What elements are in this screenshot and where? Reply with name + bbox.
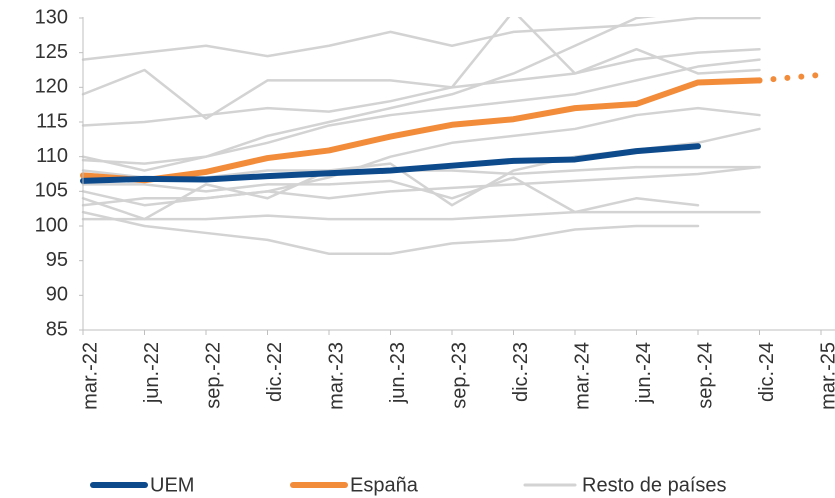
plot-area: [80, 17, 824, 255]
other-line: [81, 58, 761, 165]
y-tick-label: 85: [46, 318, 68, 340]
y-tick-label: 110: [36, 145, 68, 167]
other-line: [81, 17, 761, 120]
x-tick-label: jun.-23: [387, 342, 409, 404]
other-line: [81, 210, 700, 255]
x-tick-label: mar.-25: [817, 342, 835, 410]
x-tick-label: dic.-22: [264, 342, 286, 402]
x-tick-label: jun.-22: [141, 342, 163, 404]
y-tick-label: 115: [36, 110, 68, 132]
other-line: [81, 210, 761, 221]
y-tick-label: 125: [35, 41, 68, 63]
other-line: [81, 47, 761, 127]
y-tick-label: 100: [35, 214, 68, 236]
x-tick-label: dic.-23: [510, 342, 532, 402]
legend-label: Resto de países: [582, 474, 727, 496]
x-tick-label: mar.-23: [325, 342, 347, 410]
legend-label: UEM: [150, 474, 194, 496]
series-line: [80, 143, 701, 184]
series-forecast: [756, 71, 824, 84]
series-line: [80, 77, 763, 184]
x-tick-label: mar.-24: [571, 342, 593, 410]
y-tick-label: 130: [35, 6, 68, 28]
y-tick-label: 120: [35, 76, 68, 98]
y-tick-label: 105: [35, 180, 68, 202]
x-tick-label: dic.-24: [756, 342, 778, 402]
legend-label: España: [350, 474, 419, 496]
x-tick-label: jun.-24: [633, 342, 655, 404]
x-tick-label: sep.-22: [202, 342, 224, 409]
y-tick-label: 90: [46, 284, 68, 306]
x-tick-label: sep.-24: [694, 342, 716, 409]
y-tick-label: 95: [46, 249, 68, 271]
x-tick-label: mar.-22: [79, 342, 101, 410]
x-tick-label: sep.-23: [448, 342, 470, 409]
other-line: [81, 176, 700, 214]
other-line: [81, 17, 657, 172]
other-line: [81, 17, 761, 61]
